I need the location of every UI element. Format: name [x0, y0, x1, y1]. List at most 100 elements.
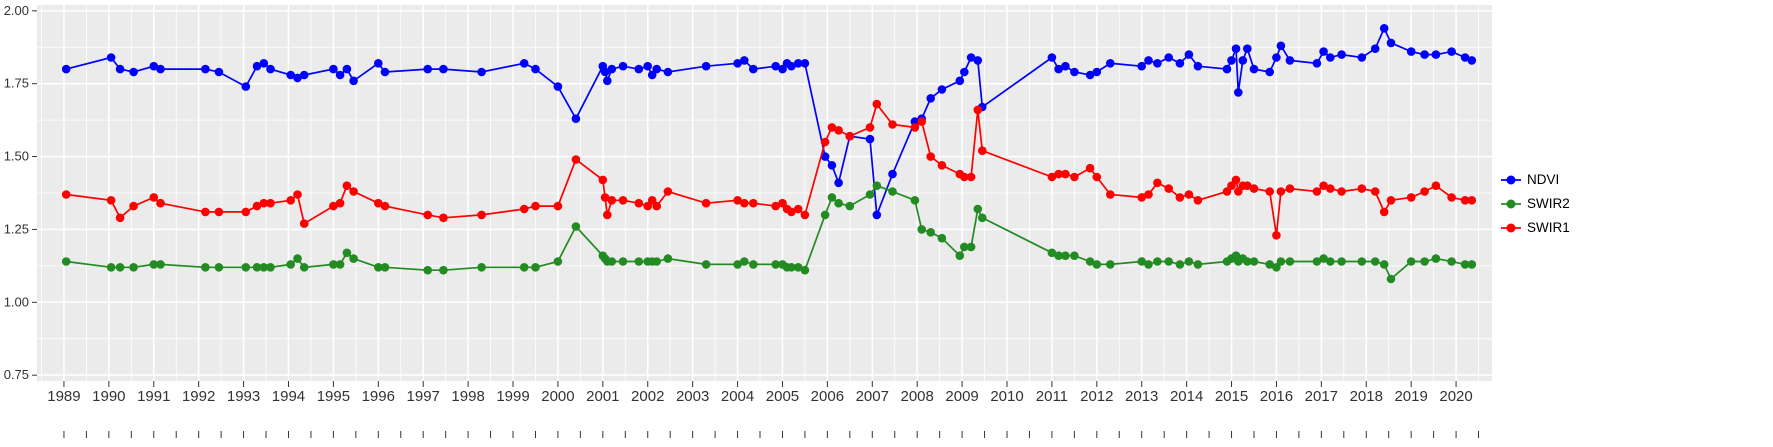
data-point-swir2 — [740, 257, 749, 266]
data-point-swir1 — [701, 198, 711, 208]
data-point-swir1 — [201, 207, 210, 217]
data-point-ndvi — [643, 61, 652, 71]
data-point-ndvi — [771, 61, 780, 71]
data-point-ndvi — [129, 67, 138, 77]
x-tick-label: 2011 — [1036, 388, 1068, 405]
data-point-ndvi — [663, 67, 673, 77]
data-point-swir1 — [634, 198, 644, 208]
x-tick-label: 2001 — [586, 388, 619, 405]
data-point-swir1 — [519, 204, 529, 214]
data-point-swir2 — [701, 260, 711, 269]
data-point-swir2 — [477, 263, 486, 272]
data-point-swir2 — [771, 260, 780, 269]
data-point-swir1 — [1234, 187, 1243, 196]
data-point-ndvi — [1249, 64, 1259, 74]
y-axis-labels: 0.75 1.00 1.25 1.50 1.75 2.00 — [4, 3, 29, 382]
data-point-ndvi — [293, 73, 302, 83]
data-point-swir1 — [1326, 184, 1335, 193]
data-point-ndvi — [960, 67, 969, 77]
data-point-swir1 — [1144, 190, 1153, 199]
x-tick-label: 1996 — [362, 388, 395, 405]
x-tick-label: 2015 — [1215, 388, 1248, 405]
data-point-swir1 — [477, 210, 486, 220]
data-point-swir2 — [1406, 257, 1416, 266]
x-tick-label: 2018 — [1350, 388, 1383, 405]
data-point-ndvi — [888, 169, 897, 179]
data-point-ndvi — [531, 64, 540, 74]
data-point-ndvi — [1467, 56, 1477, 65]
data-point-swir1 — [778, 198, 787, 208]
data-point-swir2 — [259, 263, 269, 272]
data-point-swir1 — [1193, 196, 1203, 205]
data-point-ndvi — [1137, 61, 1146, 71]
data-point-swir1 — [600, 193, 610, 202]
data-point-swir2 — [955, 251, 965, 260]
x-tick-label: 1992 — [182, 388, 215, 405]
chart-legend: NDVI SWIR2 SWIR1 — [1500, 172, 1570, 236]
data-point-swir2 — [201, 263, 210, 272]
data-point-swir1 — [571, 155, 581, 164]
data-point-ndvi — [214, 67, 224, 77]
data-point-ndvi — [1357, 53, 1367, 62]
data-point-swir1 — [771, 201, 780, 211]
data-point-swir1 — [598, 175, 608, 185]
data-point-ndvi — [733, 59, 742, 68]
data-point-ndvi — [955, 76, 965, 86]
data-point-swir1 — [266, 198, 275, 208]
data-point-ndvi — [1227, 56, 1236, 65]
data-point-swir2 — [61, 257, 71, 266]
data-point-ndvi — [1175, 59, 1185, 68]
data-point-ndvi — [778, 64, 787, 74]
data-point-ndvi — [1231, 44, 1241, 53]
data-point-ndvi — [1370, 44, 1380, 53]
data-point-swir1 — [865, 123, 875, 132]
data-point-swir2 — [1153, 257, 1162, 266]
data-point-swir1 — [973, 105, 983, 115]
x-tick-label: 1989 — [47, 388, 80, 405]
data-point-ndvi — [607, 64, 617, 74]
data-point-swir2 — [1357, 257, 1367, 266]
data-point-ndvi — [634, 64, 644, 74]
data-point-swir1 — [380, 201, 390, 211]
y-tick-label: 1.25 — [4, 221, 29, 236]
data-point-swir2 — [252, 263, 262, 272]
data-point-swir1 — [1265, 187, 1274, 196]
data-point-ndvi — [252, 61, 262, 71]
data-point-swir2 — [1370, 257, 1380, 266]
x-tick-label: 2002 — [631, 388, 664, 405]
data-point-ndvi — [973, 56, 983, 65]
data-point-swir2 — [1193, 260, 1203, 269]
data-point-swir2 — [1144, 260, 1153, 269]
data-point-ndvi — [600, 67, 610, 77]
data-point-swir1 — [1085, 163, 1095, 173]
series-ndvi — [61, 24, 1477, 220]
data-point-swir1 — [214, 207, 224, 217]
data-point-swir1 — [115, 213, 125, 223]
data-point-ndvi — [1144, 56, 1153, 65]
data-point-swir1 — [1272, 231, 1281, 240]
data-point-swir2 — [1312, 257, 1322, 266]
data-point-swir1 — [827, 123, 837, 132]
data-point-swir2 — [1184, 257, 1194, 266]
data-point-swir1 — [1054, 169, 1063, 179]
data-point-swir1 — [800, 210, 810, 220]
data-point-swir2 — [634, 257, 644, 266]
data-point-swir2 — [1386, 274, 1396, 284]
data-point-ndvi — [652, 64, 661, 74]
data-point-swir2 — [1175, 260, 1185, 269]
data-point-swir2 — [1467, 260, 1477, 269]
data-point-swir1 — [1379, 207, 1389, 217]
data-point-swir1 — [749, 198, 758, 208]
data-point-ndvi — [299, 70, 309, 80]
data-point-swir2 — [917, 225, 926, 234]
data-point-ndvi — [342, 64, 352, 74]
data-point-swir1 — [106, 196, 116, 205]
x-tick-label: 2005 — [766, 388, 799, 405]
data-point-swir1 — [1070, 172, 1079, 182]
x-tick-label: 2013 — [1125, 388, 1158, 405]
data-point-swir2 — [733, 260, 742, 269]
x-tick-label: 2006 — [811, 388, 844, 405]
data-point-ndvi — [115, 64, 125, 74]
data-point-swir1 — [1222, 187, 1232, 196]
